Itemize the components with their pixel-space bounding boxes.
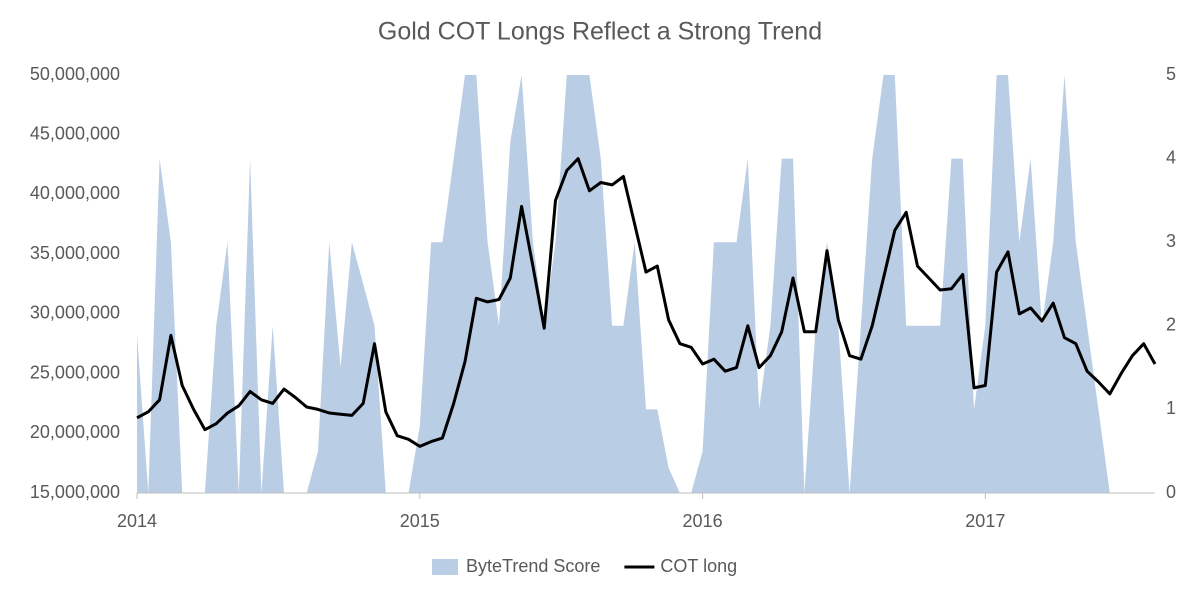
y-tick-label: 50,000,000: [30, 64, 120, 84]
y2-tick-label: 2: [1166, 315, 1176, 335]
y-tick-label: 40,000,000: [30, 183, 120, 203]
x-tick-label: 2017: [965, 511, 1005, 531]
legend-swatch: [432, 559, 458, 575]
line: [136, 157, 1157, 448]
y2-tick-label: 0: [1166, 482, 1176, 502]
x-tick-label: 2015: [400, 511, 440, 531]
x-tick-label: 2014: [117, 511, 157, 531]
y-tick-label: 20,000,000: [30, 422, 120, 442]
chart-title: Gold COT Longs Reflect a Strong Trend: [378, 18, 822, 46]
y2-tick-label: 4: [1166, 147, 1176, 167]
y2-tick-label: 3: [1166, 231, 1176, 251]
y-tick-label: 45,000,000: [30, 123, 120, 143]
legend-label: COT long: [660, 556, 737, 576]
y-tick-label: 30,000,000: [30, 303, 120, 323]
legend-label: ByteTrend Score: [466, 556, 600, 576]
y-tick-label: 15,000,000: [30, 482, 120, 502]
y-tick-label: 35,000,000: [30, 243, 120, 263]
area: [137, 75, 1155, 493]
y2-tick-label: 1: [1166, 398, 1176, 418]
x-tick-label: 2016: [683, 511, 723, 531]
y2-tick-label: 5: [1166, 64, 1176, 84]
y-tick-label: 25,000,000: [30, 362, 120, 382]
